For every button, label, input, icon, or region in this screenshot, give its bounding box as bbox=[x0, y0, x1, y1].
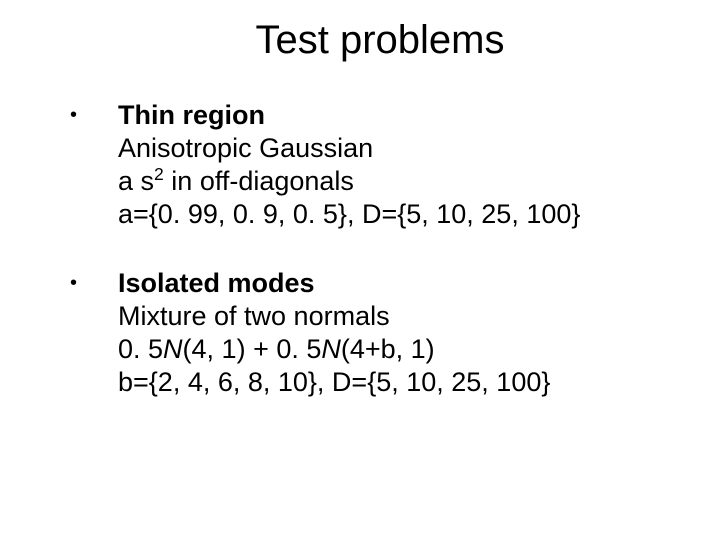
bullet-item-isolated-modes: Isolated modes Mixture of two normals 0.… bbox=[70, 267, 690, 399]
slide-title: Test problems bbox=[70, 18, 690, 63]
bullet-line: b={2, 4, 6, 8, 10}, D={5, 10, 25, 100} bbox=[118, 366, 690, 399]
bullet-heading: Thin region bbox=[118, 99, 690, 132]
bullet-line: 0. 5N(4, 1) + 0. 5N(4+b, 1) bbox=[118, 333, 690, 366]
bullet-line: Mixture of two normals bbox=[118, 300, 690, 333]
bullet-line: a={0. 99, 0. 9, 0. 5}, D={5, 10, 25, 100… bbox=[118, 198, 690, 231]
bullet-line: a s2 in off-diagonals bbox=[118, 165, 690, 198]
bullet-list: Thin region Anisotropic Gaussian a s2 in… bbox=[30, 99, 690, 399]
bullet-line: Anisotropic Gaussian bbox=[118, 132, 690, 165]
bullet-item-thin-region: Thin region Anisotropic Gaussian a s2 in… bbox=[70, 99, 690, 231]
bullet-heading: Isolated modes bbox=[118, 267, 690, 300]
